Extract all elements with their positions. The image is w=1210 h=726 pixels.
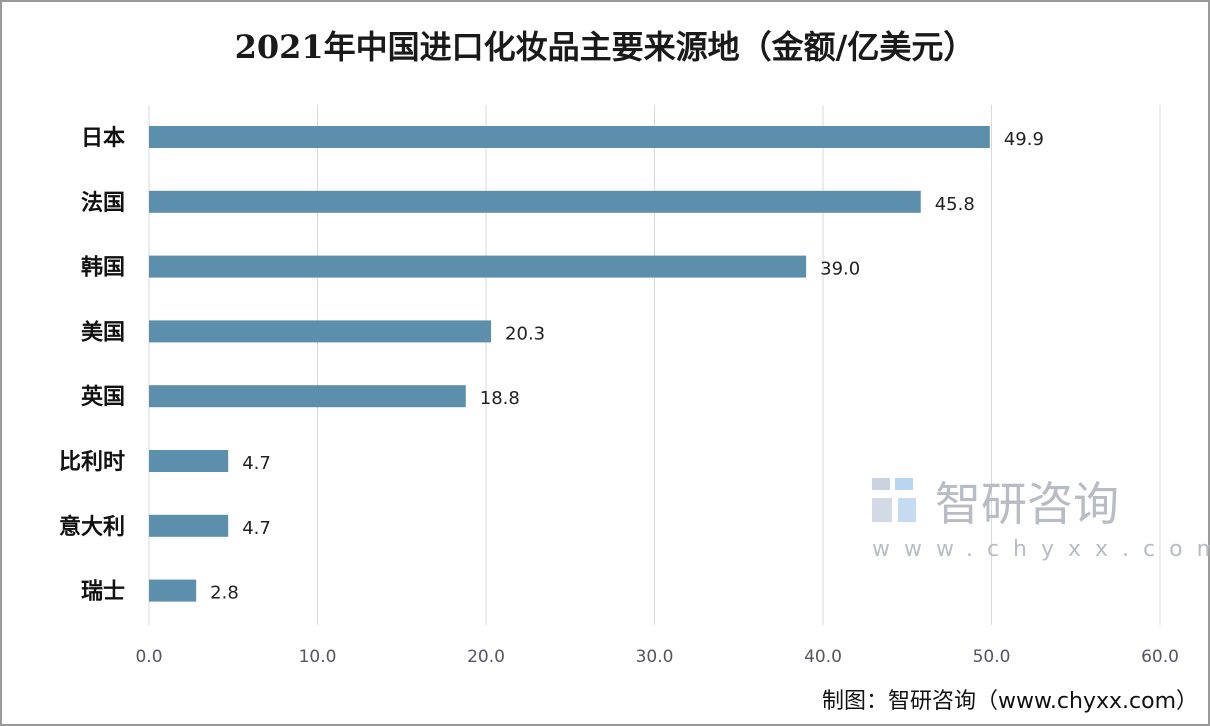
category-label: 美国 xyxy=(81,319,125,345)
bar xyxy=(149,514,229,537)
source-note: 制图：智研咨询（www.chyxx.com） xyxy=(822,689,1198,714)
data-label: 49.9 xyxy=(1004,129,1044,150)
bar xyxy=(149,190,921,213)
category-label: 法国 xyxy=(81,191,125,216)
bar xyxy=(149,450,229,472)
x-tick-label: 20.0 xyxy=(467,647,505,667)
data-label: 45.8 xyxy=(935,194,975,215)
x-tick-label: 0.0 xyxy=(135,647,162,667)
watermark-url: www.chyxx.com xyxy=(872,537,1210,562)
data-label: 39.0 xyxy=(820,259,860,280)
data-label: 20.3 xyxy=(505,323,545,344)
data-label: 2.8 xyxy=(210,583,239,604)
category-label: 英国 xyxy=(81,385,125,410)
watermark-logo: 智研咨询 www.chyxx.com xyxy=(872,477,1210,562)
category-label: 韩国 xyxy=(81,255,125,281)
bar xyxy=(149,579,197,602)
x-tick-label: 40.0 xyxy=(804,647,842,667)
category-label: 比利时 xyxy=(59,450,125,475)
watermark-name: 智研咨询 xyxy=(935,477,1119,531)
data-label: 4.7 xyxy=(242,518,271,539)
category-label: 日本 xyxy=(81,126,125,151)
bar xyxy=(149,126,990,148)
data-label: 18.8 xyxy=(480,388,520,409)
x-tick-label: 60.0 xyxy=(1141,647,1179,667)
x-tick-label: 30.0 xyxy=(636,647,674,667)
bar xyxy=(149,255,807,278)
bar xyxy=(149,385,466,408)
data-label: 4.7 xyxy=(242,453,271,474)
x-tick-label: 10.0 xyxy=(299,647,337,667)
category-label: 瑞士 xyxy=(81,580,125,605)
bar xyxy=(149,320,492,343)
chart-title: 2021年中国进口化妆品主要来源地（金额/亿美元） xyxy=(235,28,976,66)
category-label: 意大利 xyxy=(59,514,125,540)
x-tick-label: 50.0 xyxy=(973,647,1011,667)
